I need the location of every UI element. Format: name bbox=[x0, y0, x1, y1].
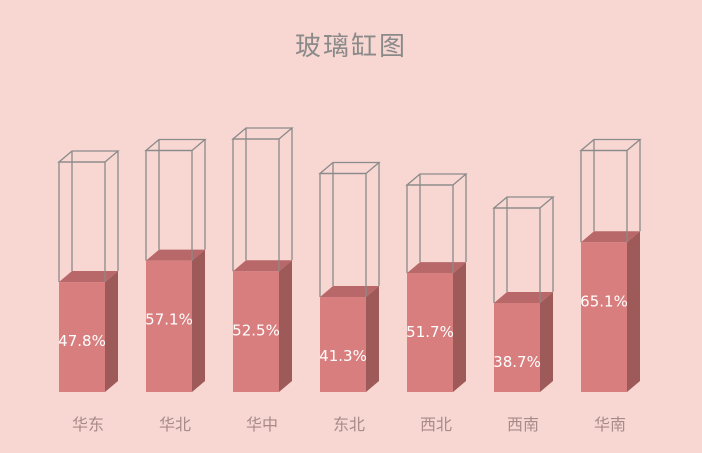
jar-front-0 bbox=[58, 161, 106, 283]
bar-front-2 bbox=[233, 271, 279, 392]
category-label-5: 西南 bbox=[507, 415, 539, 434]
jar-front-2 bbox=[232, 138, 280, 272]
jar-front-6 bbox=[580, 149, 628, 243]
bar-top-4 bbox=[407, 262, 466, 274]
bar-front-0 bbox=[59, 282, 105, 392]
bar-top-6 bbox=[581, 231, 640, 243]
bar-side-5 bbox=[540, 291, 553, 392]
value-label-1: 57.1% bbox=[145, 311, 193, 329]
bar-top-5 bbox=[494, 291, 553, 303]
bar-top-3 bbox=[320, 286, 379, 298]
value-label-6: 65.1% bbox=[580, 292, 628, 310]
jar-front-3 bbox=[319, 172, 367, 298]
bar-front-3 bbox=[320, 297, 366, 392]
jar-front-5 bbox=[493, 207, 541, 303]
bar-side-3 bbox=[366, 286, 379, 392]
bar-front-1 bbox=[146, 260, 192, 392]
bar-front-5 bbox=[494, 302, 540, 392]
jar-rim-2 bbox=[231, 127, 294, 140]
jar-front-4 bbox=[406, 184, 454, 274]
jar-rim-1 bbox=[144, 138, 207, 152]
bar-side-4 bbox=[453, 262, 466, 392]
bar-side-6 bbox=[627, 231, 640, 392]
jar-rim-6 bbox=[579, 138, 642, 152]
jar-rim-5 bbox=[492, 196, 555, 209]
value-label-5: 38.7% bbox=[493, 353, 541, 371]
chart-title: 玻璃缸图 bbox=[294, 32, 407, 62]
category-label-1: 华北 bbox=[159, 415, 191, 434]
bar-side-1 bbox=[192, 249, 205, 392]
jar-rim-3 bbox=[318, 161, 381, 175]
value-label-4: 51.7% bbox=[406, 323, 454, 341]
bar-side-0 bbox=[105, 271, 118, 392]
bar-side-2 bbox=[279, 260, 292, 392]
bar-top-2 bbox=[233, 260, 292, 272]
bar-top-0 bbox=[59, 271, 118, 283]
bar-top-1 bbox=[146, 249, 205, 261]
category-label-3: 东北 bbox=[333, 415, 365, 434]
category-label-2: 华中 bbox=[246, 415, 278, 434]
category-label-0: 华东 bbox=[72, 415, 104, 434]
category-label-6: 华南 bbox=[594, 415, 626, 434]
category-label-4: 西北 bbox=[420, 415, 452, 434]
bar-front-6 bbox=[581, 242, 627, 392]
bar-front-4 bbox=[407, 273, 453, 392]
jar-rim-4 bbox=[405, 173, 468, 186]
value-label-0: 47.8% bbox=[58, 332, 106, 350]
value-label-2: 52.5% bbox=[232, 321, 280, 339]
jar-rim-0 bbox=[57, 150, 120, 163]
value-label-3: 41.3% bbox=[319, 347, 367, 365]
jar-front-1 bbox=[145, 149, 193, 261]
